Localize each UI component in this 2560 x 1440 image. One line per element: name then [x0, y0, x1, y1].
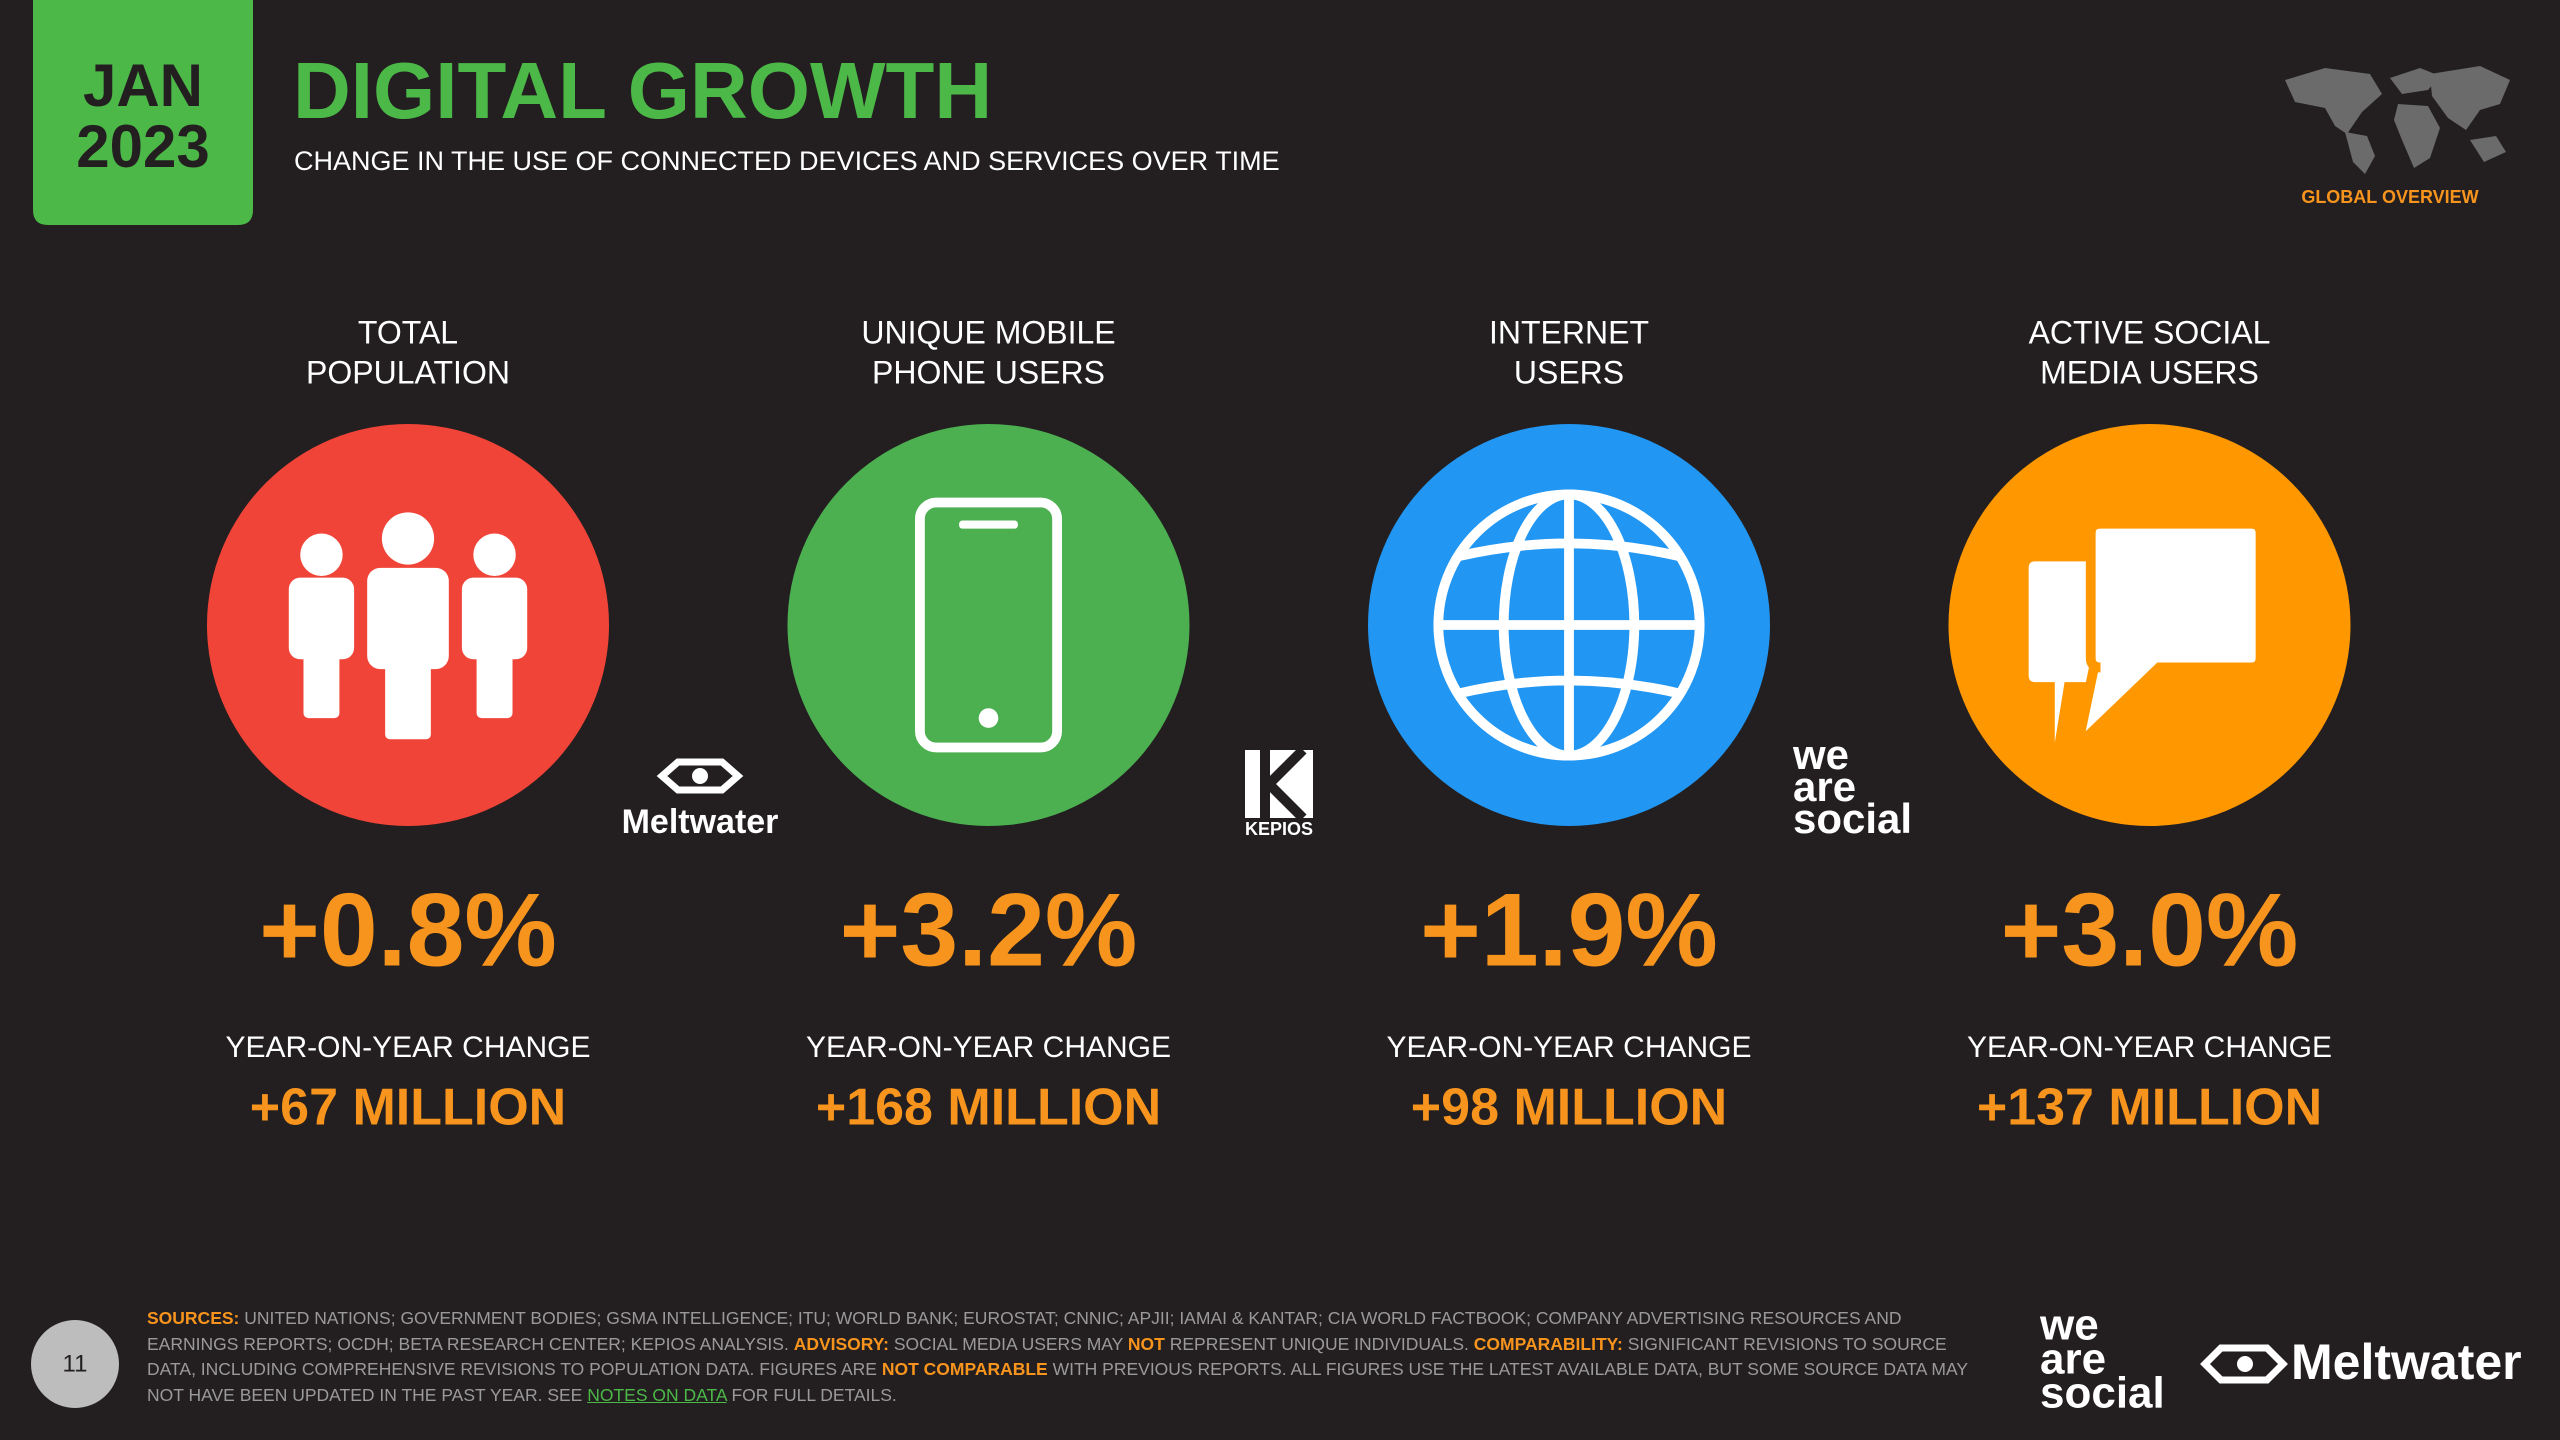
logo-text: social [2040, 1369, 2165, 1418]
metric-change-label: YEAR-ON-YEAR CHANGE [1386, 1031, 1751, 1064]
footer-text: WITH PREVIOUS REPORTS. ALL FIGURES USE T… [147, 1359, 1973, 1405]
we-are-social-logo: we are social [1792, 731, 1912, 842]
metric-change: +3.2% [840, 872, 1138, 988]
meltwater-logo: Meltwater [622, 758, 779, 841]
footer-notes: SOURCES: UNITED NATIONS; GOVERNMENT BODI… [147, 1306, 1997, 1408]
logo-text: KEPIOS [1245, 819, 1313, 839]
logo-text: we [1792, 731, 1849, 778]
metric-icon [288, 512, 528, 740]
metric-label: UNIQUE MOBILE [861, 314, 1115, 350]
logo-text: Meltwater [622, 803, 779, 841]
metric-change: +0.8% [259, 872, 557, 988]
metric-icon [915, 497, 1062, 753]
badge-year: 2023 [76, 113, 209, 180]
metric-label: ACTIVE SOCIAL [2029, 314, 2271, 350]
metric-change-label: YEAR-ON-YEAR CHANGE [1967, 1031, 2332, 1064]
metric-label: POPULATION [306, 354, 510, 390]
logo-text: social [1793, 795, 1912, 842]
metric-icon [1433, 489, 1705, 761]
we-are-social-logo: we are social [2039, 1301, 2165, 1418]
metric-label: MEDIA USERS [2040, 354, 2259, 390]
footer-text: SIGNIFICANT REVISIONS TO SOURCE DATA, IN… [147, 1333, 1952, 1380]
metric-label: USERS [1514, 354, 1624, 390]
logo-text: Meltwater [2291, 1334, 2522, 1390]
meltwater-logo: Meltwater [2200, 1334, 2522, 1390]
page-number: 11 [63, 1350, 88, 1377]
footer-text: NOT [1127, 1333, 1165, 1354]
metric-label: PHONE USERS [872, 354, 1105, 390]
notes-link[interactable]: NOTES ON DATA [587, 1384, 727, 1405]
footer-text: FOR FULL DETAILS. [726, 1384, 897, 1405]
logo-text: are [1793, 763, 1856, 810]
logo-text: are [2040, 1335, 2106, 1384]
footer-text: SOURCES: [147, 1308, 240, 1328]
metric-change: +1.9% [1420, 872, 1718, 988]
region-label: GLOBAL OVERVIEW [2301, 187, 2478, 207]
metric-label: INTERNET [1489, 314, 1649, 350]
badge-month: JAN [83, 52, 203, 119]
metric-absolute: +137 MILLION [1977, 1079, 2322, 1137]
metric-absolute: +168 MILLION [816, 1079, 1161, 1137]
footer-text: COMPARABILITY: [1473, 1333, 1623, 1354]
footer-text: REPRESENT UNIQUE INDIVIDUALS. [1164, 1333, 1474, 1354]
world-map [2285, 66, 2510, 174]
metric-absolute: +98 MILLION [1411, 1079, 1727, 1137]
metric-circle [787, 424, 1190, 826]
metric-absolute: +67 MILLION [250, 1079, 566, 1137]
metrics: TOTAL POPULATION +0.8% YEAR-ON-YEAR CHANGE +… [207, 314, 2351, 1137]
footer-text: ADVISORY: [793, 1333, 889, 1354]
logo-text: we [2039, 1301, 2099, 1350]
page-circle [31, 1320, 119, 1408]
footer-text: SOCIAL MEDIA USERS MAY [888, 1333, 1128, 1354]
metric-change: +3.0% [2001, 872, 2299, 988]
footer-text: UNITED NATIONS; GOVERNMENT BODIES; GSMA … [147, 1308, 1907, 1354]
title: DIGITAL GROWTH [293, 46, 992, 135]
metric-change-label: YEAR-ON-YEAR CHANGE [806, 1031, 1171, 1064]
kepios-logo: KEPIOS [1245, 746, 1313, 839]
footer-text: NOT COMPARABLE [881, 1359, 1048, 1379]
metric-label: TOTAL [358, 314, 458, 350]
subtitle: CHANGE IN THE USE OF CONNECTED DEVICES A… [294, 146, 1280, 176]
date-badge [33, 0, 253, 225]
metric-icon [2028, 518, 2266, 761]
metric-change-label: YEAR-ON-YEAR CHANGE [225, 1031, 590, 1064]
